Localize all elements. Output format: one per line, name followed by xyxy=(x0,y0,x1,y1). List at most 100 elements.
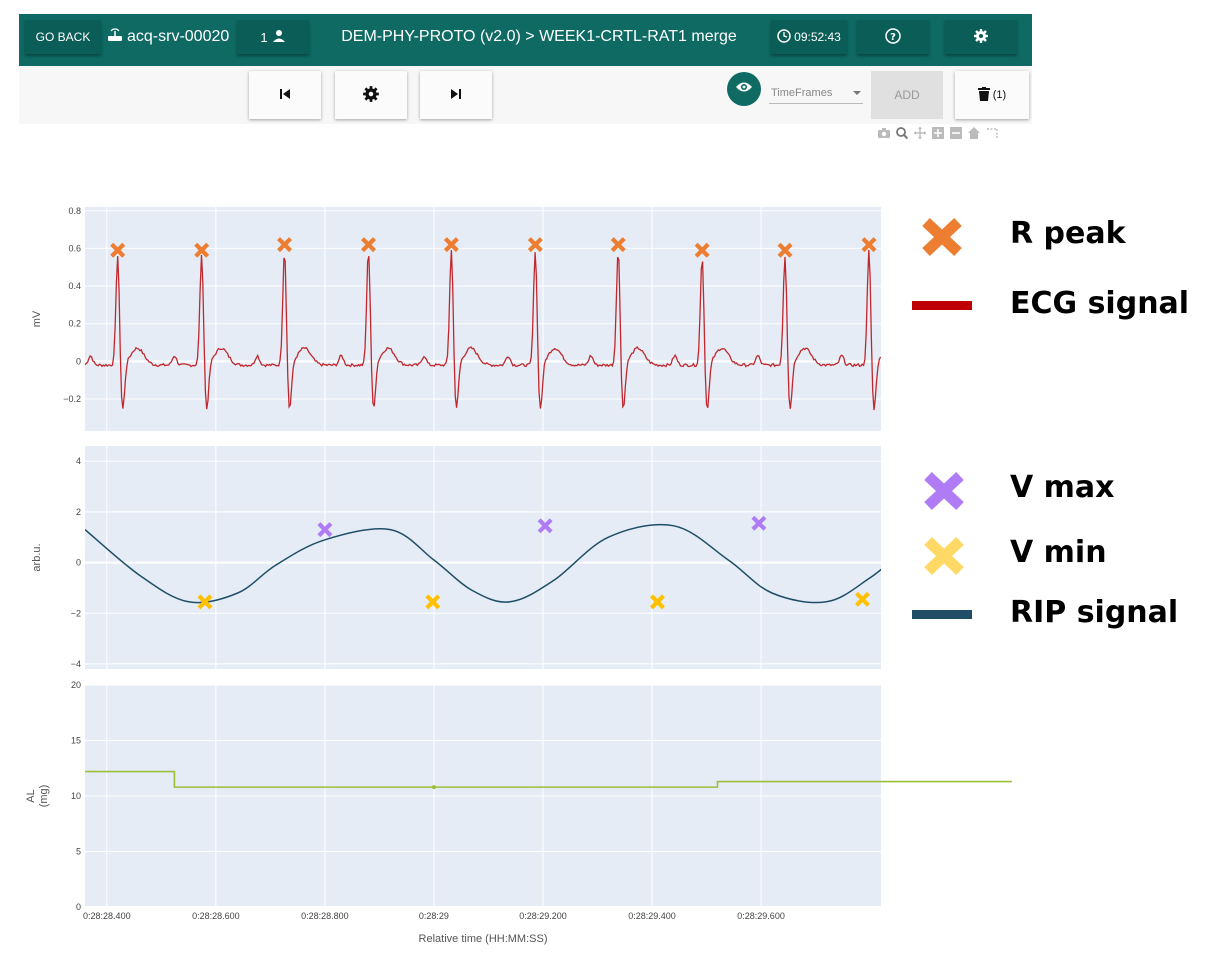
v-min-marker xyxy=(854,591,870,607)
zoom-in-icon[interactable] xyxy=(932,127,944,139)
clock-time: 09:52:43 xyxy=(794,30,841,44)
timeframes-select[interactable]: TimeFrames xyxy=(769,82,863,104)
y-tick-label: 0.4 xyxy=(68,281,81,291)
y-tick-label: 0.6 xyxy=(68,243,81,253)
y-tick-label: 0 xyxy=(76,902,81,912)
y-tick-label: 0 xyxy=(76,356,81,366)
y-axis-title: mV xyxy=(31,310,43,327)
page-title: DEM-PHY-PROTO (v2.0) > WEEK1-CRTL-RAT1 m… xyxy=(341,28,737,45)
r-peak-marker xyxy=(277,237,293,253)
settings-button[interactable] xyxy=(945,20,1017,54)
home-icon[interactable] xyxy=(968,127,980,139)
delete-button[interactable]: (1) xyxy=(955,71,1029,119)
server-name: acq-srv-00020 xyxy=(127,28,230,45)
pan-icon[interactable] xyxy=(914,127,926,139)
ecg-series-line xyxy=(84,249,882,411)
x-tick-label: 0:28:28.600 xyxy=(192,911,240,921)
r-peak-legend-marker xyxy=(922,217,962,257)
v-min-legend-marker xyxy=(924,536,964,576)
r-peak-marker xyxy=(443,237,459,253)
r-peak-marker xyxy=(861,237,877,253)
y-tick-label: −4 xyxy=(71,659,81,669)
rip-series-line xyxy=(85,523,881,604)
y-tick-label: −2 xyxy=(71,608,81,618)
y-tick-label: 2 xyxy=(76,507,81,517)
help-icon: ? xyxy=(885,27,901,47)
person-icon xyxy=(272,29,286,46)
ecg-legend-marker xyxy=(912,301,972,310)
v-max-marker xyxy=(317,522,333,538)
legend-rip-signal: RIP signal xyxy=(1010,595,1179,630)
camera-icon[interactable] xyxy=(878,127,890,139)
delete-count: (1) xyxy=(992,89,1007,101)
v-min-marker xyxy=(197,594,213,610)
plot-panel-1 xyxy=(85,207,881,431)
y-axis-title: AL(mg) xyxy=(25,785,50,808)
x-tick-label: 0:28:28.400 xyxy=(83,911,131,921)
skip-next-icon xyxy=(450,87,462,103)
y-axis-title: arb.u. xyxy=(31,543,43,571)
view-settings-button[interactable] xyxy=(335,71,407,119)
v-max-legend-marker xyxy=(924,471,964,511)
legend-v-min: V min xyxy=(1010,535,1107,570)
secondary-toolbar: TimeFrames ADD (1) xyxy=(19,66,1032,124)
r-peak-marker xyxy=(361,237,376,253)
plot-panel-2 xyxy=(85,446,881,669)
help-button[interactable]: ? xyxy=(857,20,929,54)
x-axis-title: Relative time (HH:MM:SS) xyxy=(419,933,548,945)
spike-lines-icon[interactable] xyxy=(986,127,998,139)
rip-legend-marker xyxy=(912,610,972,619)
v-min-marker xyxy=(649,594,665,610)
y-tick-label: 0.8 xyxy=(68,206,81,216)
al-series-line xyxy=(85,770,1012,788)
dropdown-arrow-icon xyxy=(853,87,861,99)
gear-icon xyxy=(362,85,380,106)
server-indicator: acq-srv-00020 xyxy=(107,20,229,54)
gear-icon xyxy=(973,28,989,47)
skip-previous-icon xyxy=(279,87,291,103)
x-tick-label: 0:28:29 xyxy=(419,911,449,921)
zoom-icon[interactable] xyxy=(896,127,908,139)
next-button[interactable] xyxy=(420,71,492,119)
clock-button[interactable]: 09:52:43 xyxy=(771,20,847,54)
x-tick-label: 0:28:29.400 xyxy=(628,911,676,921)
al-point-marker xyxy=(431,785,436,790)
y-tick-label: 5 xyxy=(76,847,81,857)
timeframes-placeholder: TimeFrames xyxy=(771,86,833,99)
svg-text:?: ? xyxy=(890,32,896,43)
y-tick-label: 10 xyxy=(71,791,81,801)
y-tick-label: 0 xyxy=(76,558,81,568)
legend-ecg-signal: ECG signal xyxy=(1010,286,1190,321)
y-tick-label: 20 xyxy=(71,680,81,690)
clock-icon xyxy=(777,28,791,46)
users-button[interactable]: 1 xyxy=(237,20,309,54)
router-icon xyxy=(107,27,123,48)
r-peak-marker xyxy=(694,242,710,258)
add-button[interactable]: ADD xyxy=(871,71,943,119)
v-max-marker xyxy=(537,518,553,534)
y-tick-label: 0.2 xyxy=(68,319,81,329)
r-peak-marker xyxy=(527,237,543,253)
visibility-toggle[interactable] xyxy=(727,72,761,106)
users-count: 1 xyxy=(260,29,268,45)
top-bar: GO BACK acq-srv-00020 1 DEM-PHY-PROTO (v… xyxy=(19,14,1032,66)
legend-v-max: V max xyxy=(1010,470,1115,505)
x-tick-label: 0:28:29.200 xyxy=(519,911,567,921)
legend-r-peak: R peak xyxy=(1010,216,1126,251)
x-tick-label: 0:28:28.800 xyxy=(301,911,349,921)
x-tick-label: 0:28:29.600 xyxy=(737,911,785,921)
previous-button[interactable] xyxy=(249,71,321,119)
v-max-marker xyxy=(751,515,767,531)
go-back-button[interactable]: GO BACK xyxy=(25,20,101,54)
zoom-out-icon[interactable] xyxy=(950,127,962,139)
plot-modebar xyxy=(878,127,998,139)
y-tick-label: 4 xyxy=(76,456,81,466)
v-min-marker xyxy=(425,594,441,610)
r-peak-marker xyxy=(777,242,793,258)
r-peak-marker xyxy=(110,242,126,258)
r-peak-marker xyxy=(194,242,210,258)
y-tick-label: 15 xyxy=(71,736,81,746)
eye-icon xyxy=(735,80,753,99)
r-peak-marker xyxy=(610,237,626,253)
